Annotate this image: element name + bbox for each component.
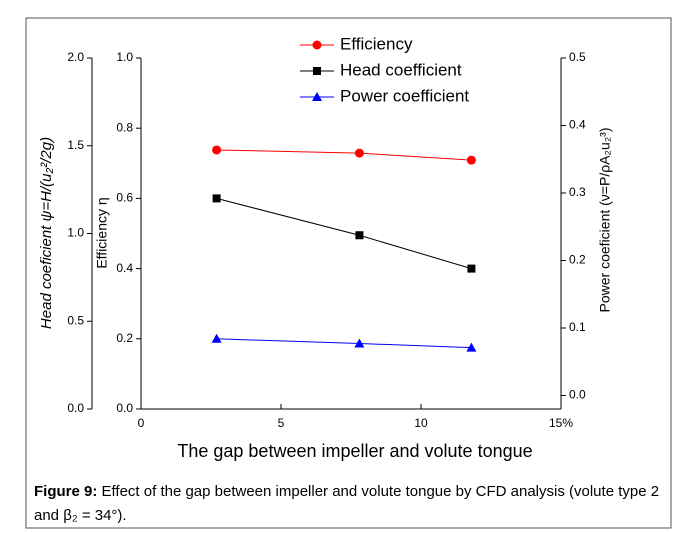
marker	[466, 342, 477, 352]
y2-tick-label: 0.2	[569, 253, 586, 267]
marker	[355, 231, 364, 240]
y3-tick-label: 2.0	[67, 50, 84, 64]
y3-tick-label: 1.0	[67, 226, 84, 240]
x-tick-label: 5	[278, 416, 285, 430]
x-tick-label: 15%	[549, 416, 573, 430]
legend-label: Head coefficient	[340, 60, 462, 79]
y3-tick-label: 1.5	[67, 138, 84, 152]
series-line	[216, 149, 472, 161]
marker	[212, 145, 222, 155]
marker	[312, 40, 322, 50]
caption-text: Effect of the gap between impeller and v…	[34, 483, 660, 524]
y2-tick-label: 0.3	[569, 185, 586, 199]
series-line	[216, 338, 472, 349]
marker	[354, 148, 364, 158]
marker	[466, 155, 476, 165]
y-tick-label: 0.0	[116, 401, 133, 415]
y-tick-label: 1.0	[116, 50, 133, 64]
x-axis-label: The gap between impeller and volute tong…	[177, 441, 532, 461]
y-tick-label: 0.6	[116, 191, 133, 205]
y-axis-label: Efficiency η	[94, 197, 110, 268]
caption-label: Figure 9:	[34, 483, 98, 500]
y3-tick-label: 0.5	[67, 313, 84, 327]
legend-label: Efficiency	[340, 34, 413, 53]
legend-label: Power coefficient	[340, 86, 469, 105]
y-tick-label: 0.2	[116, 331, 133, 345]
y2-tick-label: 0.5	[569, 50, 586, 64]
y2-tick-label: 0.4	[569, 118, 586, 132]
marker	[211, 333, 222, 343]
x-tick-label: 0	[138, 416, 145, 430]
caption: Figure 9: Effect of the gap between impe…	[34, 480, 664, 528]
y-tick-label: 0.4	[116, 261, 133, 275]
y3-axis-label: Head coeficient ψ=H/(u₂²/2g)	[38, 137, 55, 329]
series-line	[216, 197, 472, 270]
y2-tick-label: 0.0	[569, 388, 586, 402]
marker	[212, 194, 221, 203]
x-tick-label: 10	[414, 416, 428, 430]
y3-tick-label: 0.0	[67, 401, 84, 415]
marker	[467, 264, 476, 273]
marker	[313, 67, 321, 75]
marker	[354, 338, 365, 348]
y2-axis-label: Power coeficient (ν=P/ρA₂u₂³)	[597, 128, 613, 313]
y2-tick-label: 0.1	[569, 320, 586, 334]
y-tick-label: 0.8	[116, 120, 133, 134]
marker	[312, 92, 322, 101]
frame	[25, 17, 672, 529]
